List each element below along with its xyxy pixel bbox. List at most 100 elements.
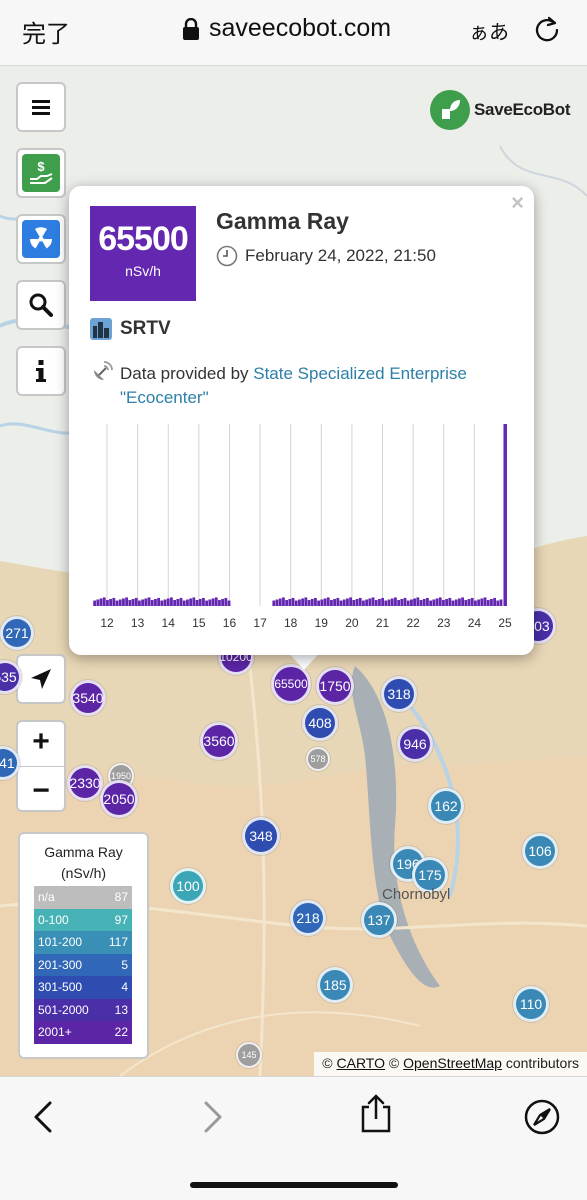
chart-bar	[96, 599, 100, 606]
map-marker[interactable]: 318	[381, 676, 417, 712]
text-size-button[interactable]: ぁあ	[469, 22, 509, 44]
chart-bar	[301, 598, 305, 606]
chart-bar	[278, 598, 282, 606]
x-tick-label: 19	[315, 616, 329, 630]
map-marker[interactable]: 65500	[271, 664, 311, 704]
radiation-layer-button[interactable]	[16, 214, 66, 264]
chart-bar	[115, 600, 119, 606]
map-marker[interactable]: 535	[0, 660, 22, 694]
chart-bar	[166, 598, 170, 606]
map-marker[interactable]: 3540	[70, 680, 106, 716]
chart-bar	[413, 598, 417, 606]
chart-bar	[150, 600, 154, 606]
chart-bar	[227, 600, 231, 606]
map-marker[interactable]: 137	[361, 902, 397, 938]
x-tick-label: 25	[498, 616, 512, 630]
chart-bar	[202, 597, 205, 606]
chart-bar	[394, 597, 397, 606]
map-marker[interactable]: 175	[412, 857, 448, 893]
x-tick-label: 15	[192, 616, 206, 630]
map-marker[interactable]: 946	[397, 726, 433, 762]
chart-bar	[310, 598, 314, 606]
map-marker[interactable]: 408	[302, 705, 338, 741]
chart-bar	[186, 599, 189, 606]
map-marker[interactable]: 185	[317, 967, 353, 1003]
menu-button[interactable]	[16, 82, 66, 132]
chart-bar	[403, 597, 407, 606]
chart-bar	[339, 600, 343, 606]
url-field[interactable]: saveecobot.com	[209, 14, 392, 42]
info-button[interactable]	[16, 346, 66, 396]
carto-link[interactable]: CARTO	[336, 1055, 386, 1071]
chart-bar	[432, 599, 436, 606]
map-marker[interactable]: 100	[170, 868, 206, 904]
chart-bar	[141, 599, 145, 606]
menu-icon	[32, 100, 50, 115]
map-marker[interactable]: 1750	[316, 667, 354, 705]
map-marker[interactable]: 441	[0, 746, 20, 780]
locate-button[interactable]	[16, 654, 66, 704]
provider-link[interactable]: State Specialized Enterprise "Ecocenter"	[120, 364, 467, 407]
legend-count: 87	[114, 890, 128, 905]
legend-row: 101-200 117	[34, 931, 132, 954]
map-marker[interactable]: 145	[236, 1042, 262, 1068]
osm-link[interactable]: OpenStreetMap	[403, 1055, 502, 1071]
chart-bar	[496, 600, 500, 606]
x-tick-label: 24	[468, 616, 482, 630]
chart-bar	[400, 598, 404, 606]
chart-bar	[445, 598, 449, 606]
radiation-chart: 12 13 14 15 16 17 18 19 20 21 22 23 24 25	[93, 424, 512, 630]
chart-bar	[352, 600, 356, 606]
saveecobot-logo[interactable]: SaveEcoBot	[430, 90, 571, 130]
done-button[interactable]: 完了	[22, 21, 70, 48]
copyright-symbol: ©	[388, 1055, 400, 1071]
legend-range: 2001+	[38, 1025, 72, 1040]
map-marker[interactable]: 162	[428, 788, 464, 824]
close-button[interactable]: ×	[511, 190, 524, 215]
back-icon[interactable]	[24, 1097, 64, 1137]
radiation-unit: nSv/h	[125, 263, 161, 279]
satellite-icon	[94, 361, 113, 380]
chart-bar	[118, 599, 122, 606]
zoom-out-button[interactable]: −	[32, 773, 50, 807]
legend-unit: (nSv/h)	[60, 865, 107, 881]
chart-bar	[442, 600, 445, 606]
chart-bar	[160, 600, 164, 606]
logo-text: SaveEcoBot	[474, 100, 571, 119]
zoom-in-button[interactable]: +	[32, 724, 50, 758]
chart-bar	[362, 600, 365, 606]
map-marker[interactable]: 348	[242, 817, 280, 855]
svg-text:$: $	[37, 159, 45, 174]
chart-bar	[173, 600, 177, 606]
x-tick-label: 22	[406, 616, 420, 630]
map-marker[interactable]: 2330	[67, 765, 103, 801]
map-marker[interactable]: 2050	[100, 780, 138, 818]
chart-bar	[461, 597, 465, 606]
map-marker[interactable]: 271	[0, 616, 34, 650]
chart-bar	[144, 598, 148, 606]
map-marker[interactable]: 3560	[200, 722, 238, 760]
x-tick-label: 14	[162, 616, 176, 630]
search-button[interactable]	[16, 280, 66, 330]
chart-bar	[307, 600, 311, 606]
map-marker[interactable]: 110	[513, 986, 549, 1022]
chart-bar	[179, 597, 183, 606]
chart-bar	[381, 597, 385, 606]
legend-range: 301-500	[38, 980, 83, 995]
radiation-value: 65500	[98, 220, 189, 258]
chart-bar	[374, 600, 378, 606]
chart-bar	[371, 597, 375, 606]
chart-bar	[493, 597, 497, 606]
forward-icon[interactable]	[192, 1097, 232, 1137]
browser-top-bar: 完了 saveecobot.com ぁあ	[0, 0, 587, 66]
share-icon[interactable]	[356, 1093, 396, 1133]
chart-bar	[438, 597, 442, 606]
compass-icon[interactable]	[522, 1097, 562, 1137]
map-attribution: © CARTO © OpenStreetMap contributors	[314, 1052, 587, 1076]
map-marker[interactable]: 578	[306, 747, 330, 771]
station-popup: × 65500 nSv/h Gamma Ray February 24, 202…	[69, 186, 534, 655]
map-marker[interactable]: 106	[522, 833, 558, 869]
donate-button[interactable]: $	[16, 148, 66, 198]
map-marker[interactable]: 218	[290, 900, 326, 936]
reload-icon[interactable]	[533, 15, 561, 43]
